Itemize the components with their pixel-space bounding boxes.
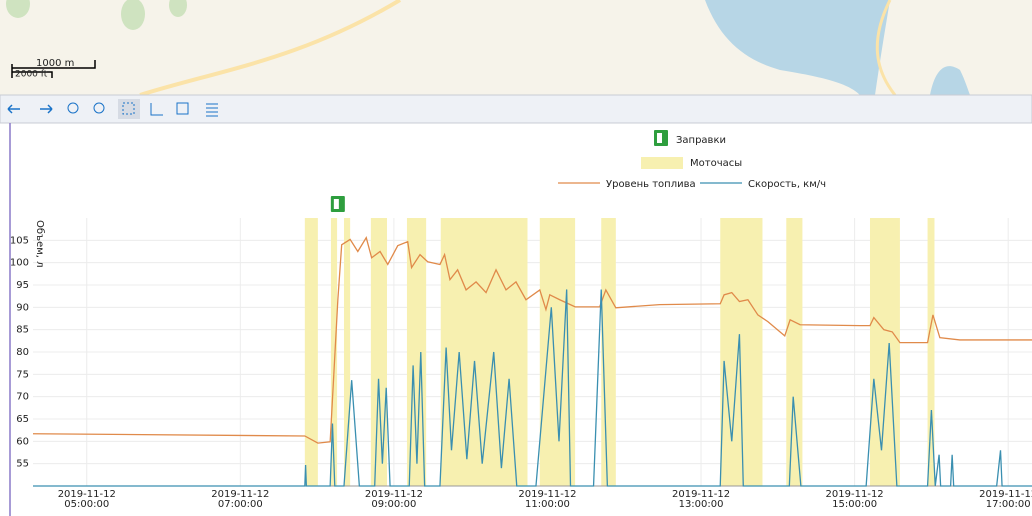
scale-m: 1000 m bbox=[36, 58, 74, 69]
legend-label: Скорость, км/ч bbox=[748, 179, 826, 190]
scale-bar bbox=[11, 60, 96, 78]
y-tick-label: 105 bbox=[10, 235, 29, 246]
y-tick-label: 55 bbox=[16, 459, 29, 470]
engine-hours-band bbox=[786, 218, 803, 486]
map: 1000 m 2000 ft bbox=[0, 0, 1032, 97]
forest bbox=[121, 0, 145, 30]
x-tick-label: 2019-11-12 11:00:00 bbox=[518, 489, 577, 510]
engine-hours-band bbox=[343, 218, 351, 486]
x-tick-label: 2019-11-12 15:00:00 bbox=[825, 489, 884, 510]
legend-refuel: Заправки bbox=[676, 135, 726, 146]
zoom-out[interactable] bbox=[93, 102, 105, 114]
series-line bbox=[33, 289, 1032, 487]
engine-hours-band bbox=[869, 218, 900, 486]
refuel-marker bbox=[330, 196, 345, 212]
road bbox=[139, 0, 402, 97]
y-tick-label: 65 bbox=[16, 414, 29, 425]
y-tick-label: 80 bbox=[16, 347, 29, 358]
legend-band: Моточасы bbox=[690, 158, 742, 169]
y-tick-label: 60 bbox=[16, 436, 29, 447]
toolbar-bg bbox=[0, 94, 1032, 124]
y-tick-label: 75 bbox=[16, 369, 29, 380]
water bbox=[705, 0, 890, 95]
engine-hours-band bbox=[720, 218, 763, 486]
y-tick-label: 100 bbox=[10, 258, 29, 269]
x-tick-label: 2019-11-12 07:00:00 bbox=[211, 489, 270, 510]
road bbox=[875, 0, 897, 96]
zoom-box[interactable] bbox=[122, 102, 135, 115]
legend-label: Уровень топлива bbox=[606, 179, 696, 190]
y-tick-label: 95 bbox=[16, 280, 29, 291]
icon-glyph bbox=[333, 199, 339, 209]
x-tick-label: 2019-11-12 13:00:00 bbox=[671, 489, 731, 510]
legend-band-swatch bbox=[641, 157, 683, 169]
active-tool bbox=[118, 99, 140, 119]
y-tick-label: 90 bbox=[16, 302, 29, 313]
legend-toggle[interactable] bbox=[206, 103, 218, 117]
zoom-x[interactable] bbox=[150, 103, 163, 116]
y-tick-label: 70 bbox=[16, 392, 29, 403]
engine-hours-band bbox=[927, 218, 935, 486]
plot: 55 60 65 70 75 80 85 90 95 100 105 Объем, л Заправки… bbox=[10, 130, 1032, 487]
y-tick-label: 85 bbox=[16, 325, 29, 336]
x-tick-label: 2019-11-12 05:00:00 bbox=[57, 489, 116, 510]
toolbar bbox=[0, 94, 1032, 124]
scale-ft: 2000 ft bbox=[15, 70, 48, 80]
x-tick-label: 2019-11-12 09:00:00 bbox=[364, 489, 423, 510]
forward[interactable] bbox=[40, 104, 53, 114]
engine-hours-band bbox=[370, 218, 387, 486]
engine-hours-band bbox=[304, 218, 318, 486]
forest bbox=[6, 0, 30, 18]
zoom-in[interactable] bbox=[67, 102, 79, 114]
forest bbox=[169, 0, 187, 17]
water bbox=[930, 66, 970, 95]
legend-refuel-icon bbox=[654, 130, 668, 146]
engine-hours-band bbox=[330, 218, 338, 486]
reset[interactable] bbox=[176, 102, 189, 115]
series-line bbox=[32, 236, 1032, 444]
x-tick-label: 2019-11-12 17:00:00 bbox=[979, 489, 1032, 510]
icon-glyph bbox=[657, 133, 662, 143]
back[interactable] bbox=[7, 104, 20, 114]
y-axis-label: Объем, л bbox=[34, 220, 45, 268]
